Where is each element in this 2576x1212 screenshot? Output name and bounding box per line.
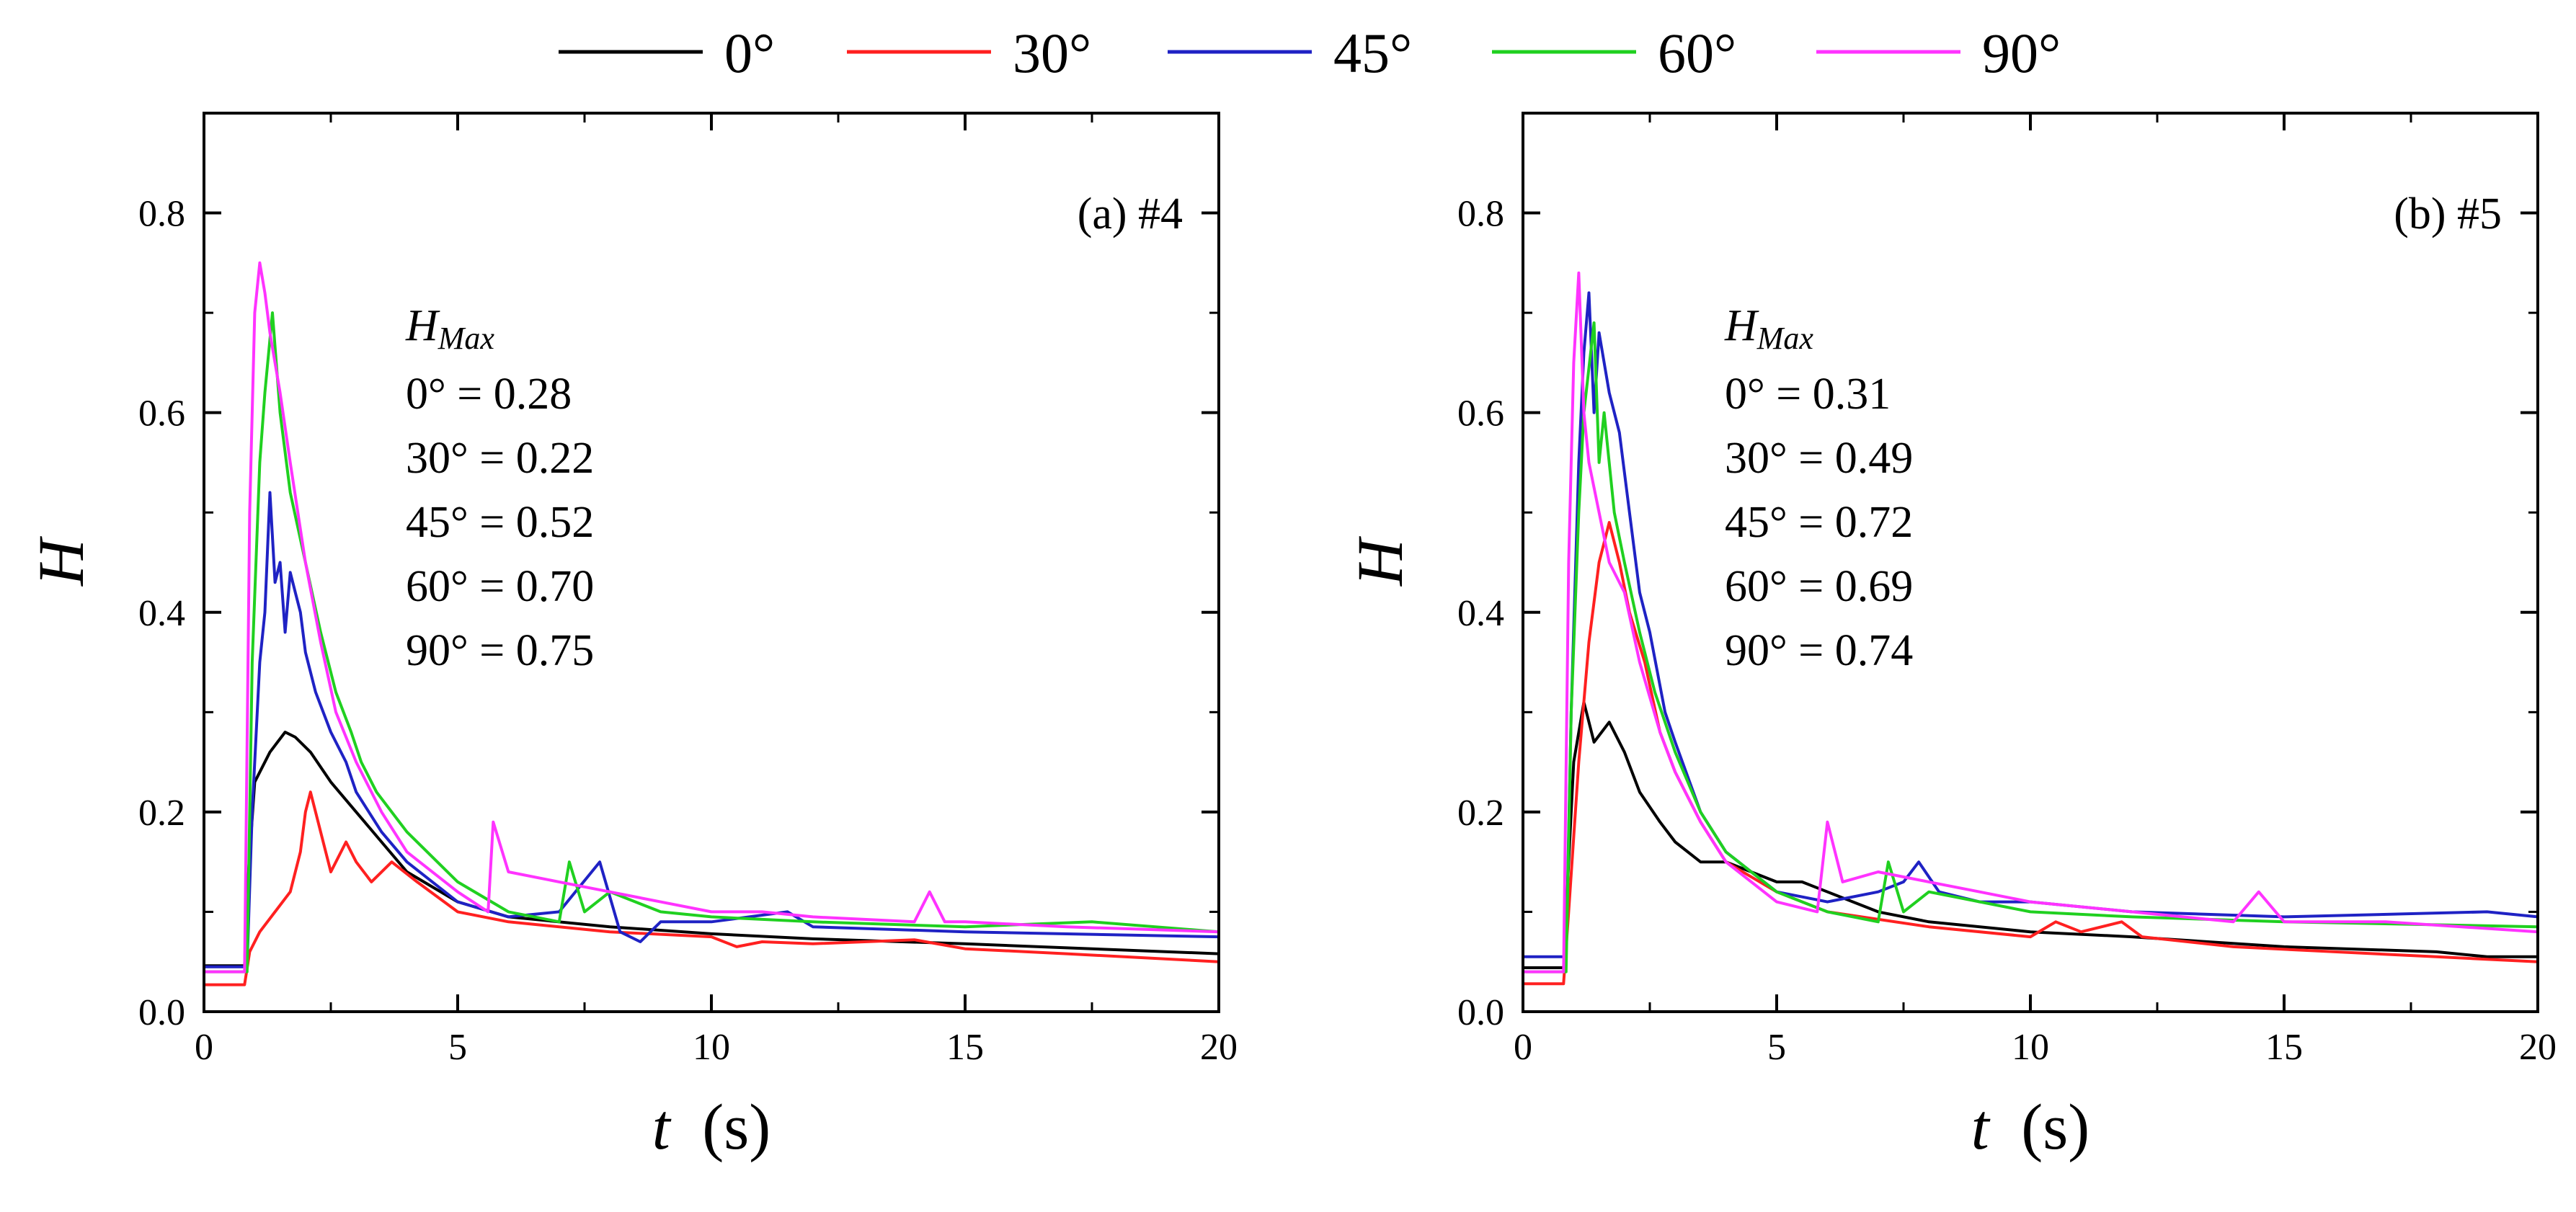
panel-a-hmax-subscript: Max bbox=[438, 321, 495, 356]
panel-b-x-axis-unit: (s) bbox=[2021, 1092, 2089, 1163]
panel-a-label: (a) #4 bbox=[1078, 190, 1183, 239]
panel-b-y-tick-label: 0.6 bbox=[1457, 393, 1504, 435]
panel-a-y-tick-label: 0.0 bbox=[138, 992, 185, 1033]
panel-a-x-tick-label: 5 bbox=[448, 1027, 467, 1068]
legend-label-90deg: 90° bbox=[1982, 22, 2061, 84]
panel-b-x-tick-label: 20 bbox=[2519, 1027, 2557, 1068]
panel-a-x-tick-label: 0 bbox=[195, 1027, 213, 1068]
panel-b-x-tick-label: 0 bbox=[1514, 1027, 1532, 1068]
panel-b-ticks: 0 5 10 15 20 0.0 0.2 0.4 0.6 0.8 bbox=[1457, 113, 2557, 1068]
panel-b-hmax-90: 90° = 0.74 bbox=[1725, 626, 1913, 675]
panel-a-y-tick-label: 0.4 bbox=[138, 593, 185, 634]
panel-b-x-tick-label: 15 bbox=[2265, 1027, 2303, 1068]
panel-a-y-tick-label: 0.8 bbox=[138, 194, 185, 235]
panel-a-x-axis-var: t bbox=[652, 1092, 672, 1163]
panel-a-hmax-60: 60° = 0.70 bbox=[406, 562, 594, 611]
panel-b: 0 5 10 15 20 0.0 0.2 0.4 0.6 0.8 H t (s) (b) #5 H… bbox=[1345, 112, 2557, 1163]
panel-b-y-tick-label: 0.0 bbox=[1457, 992, 1504, 1033]
panel-b-x-axis-label: t (s) bbox=[1971, 1092, 2089, 1163]
panel-b-hmax-annotation: HMax 0° = 0.31 30° = 0.49 45° = 0.72 60°… bbox=[1724, 301, 1913, 675]
panel-a-x-axis-unit: (s) bbox=[702, 1092, 770, 1163]
panel-b-series-60deg bbox=[1523, 321, 2539, 973]
panel-a-x-tick-label: 15 bbox=[946, 1027, 984, 1068]
panel-a-series-30deg bbox=[204, 790, 1220, 986]
panel-b-hmax-45: 45° = 0.72 bbox=[1725, 498, 1913, 547]
panel-a-hmax-90: 90° = 0.75 bbox=[406, 626, 594, 675]
panel-a-hmax-30: 30° = 0.22 bbox=[406, 434, 594, 483]
panel-b-x-tick-label: 5 bbox=[1767, 1027, 1786, 1068]
panel-b-label: (b) #5 bbox=[2394, 190, 2502, 239]
panel-b-hmax-title: HMax bbox=[1724, 301, 1813, 356]
panel-b-hmax-60: 60° = 0.69 bbox=[1725, 562, 1913, 611]
legend-label-60deg: 60° bbox=[1658, 22, 1736, 84]
panel-b-hmax-subscript: Max bbox=[1756, 321, 1814, 356]
panel-a-x-tick-label: 10 bbox=[693, 1027, 730, 1068]
panel-a-ticks: 0 5 10 15 20 0.0 0.2 0.4 0.6 0.8 bbox=[138, 113, 1238, 1068]
panel-a-hmax-symbol: H bbox=[405, 301, 440, 350]
panel-b-series-90deg bbox=[1523, 271, 2539, 973]
panel-b-series bbox=[1523, 271, 2539, 986]
panel-a-series bbox=[204, 261, 1220, 986]
panel-b-plot-frame bbox=[1522, 112, 2539, 1013]
legend-label-45deg: 45° bbox=[1333, 22, 1412, 84]
panel-a-x-tick-label: 20 bbox=[1200, 1027, 1238, 1068]
panel-a-series-90deg bbox=[204, 261, 1220, 973]
panel-b-y-tick-label: 0.2 bbox=[1457, 793, 1504, 834]
panel-b-y-tick-label: 0.4 bbox=[1457, 593, 1504, 634]
panel-a-hmax-annotation: HMax 0° = 0.28 30° = 0.22 45° = 0.52 60°… bbox=[405, 301, 594, 675]
panel-a-y-tick-label: 0.6 bbox=[138, 393, 185, 435]
panel-a-series-45deg bbox=[204, 491, 1220, 968]
panel-a-series-0deg bbox=[204, 731, 1220, 968]
panel-b-x-axis-var: t bbox=[1971, 1092, 1991, 1163]
panel-a-x-axis-label: t (s) bbox=[652, 1092, 770, 1163]
panel-a-plot-frame bbox=[203, 112, 1220, 1013]
panel-b-series-45deg bbox=[1523, 291, 2539, 958]
panel-a-series-60deg bbox=[204, 311, 1220, 973]
panel-a-y-axis-label: H bbox=[26, 535, 97, 587]
panel-a-hmax-title: HMax bbox=[405, 301, 494, 356]
panel-a-y-tick-label: 0.2 bbox=[138, 793, 185, 834]
panel-b-hmax-0: 0° = 0.31 bbox=[1725, 370, 1891, 419]
panel-b-hmax-symbol: H bbox=[1724, 301, 1759, 350]
panel-a-hmax-0: 0° = 0.28 bbox=[406, 370, 572, 419]
panel-b-y-axis-label: H bbox=[1345, 535, 1416, 587]
legend-label-0deg: 0° bbox=[724, 22, 775, 84]
panel-a: 0 5 10 15 20 0.0 0.2 0.4 0.6 0.8 H t (s) (a) #4 H… bbox=[26, 112, 1238, 1163]
panel-b-x-tick-label: 10 bbox=[2012, 1027, 2049, 1068]
legend: 0° 30° 45° 60° 90° bbox=[559, 22, 2061, 84]
panel-b-y-tick-label: 0.8 bbox=[1457, 194, 1504, 235]
panel-b-hmax-30: 30° = 0.49 bbox=[1725, 434, 1913, 483]
legend-label-30deg: 30° bbox=[1013, 22, 1091, 84]
panel-a-hmax-45: 45° = 0.52 bbox=[406, 498, 594, 547]
